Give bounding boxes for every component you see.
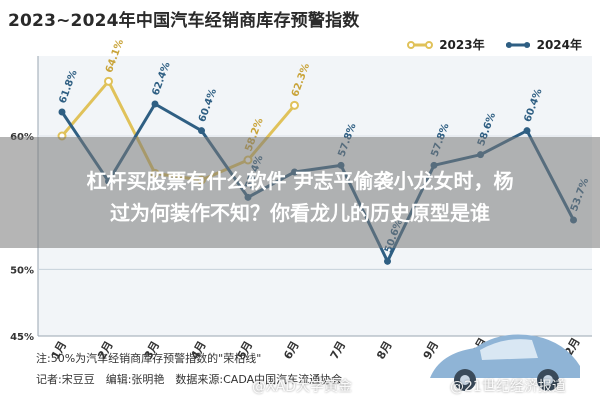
overlay-text: 杠杆买股票有什么软件 尹志平偷袭小龙女时，杨 过为何装作不知？你看龙儿的历史原型… [0, 165, 600, 229]
x-tick-label: 7月 [328, 339, 349, 362]
legend-item-2024: 2024年 [505, 36, 582, 53]
y-tick-label: 50% [10, 265, 34, 276]
overlay-banner [0, 137, 600, 248]
watermark-right: @21世纪经济报道 [450, 379, 566, 395]
data-point-2024 [198, 127, 205, 135]
x-tick-label: 8月 [374, 339, 395, 362]
legend-swatch-2024 [505, 41, 530, 48]
x-tick-label: 6月 [281, 339, 302, 362]
data-point-2024 [523, 127, 531, 135]
legend: 2023年 2024年 [407, 36, 582, 53]
overlay-line-1: 杠杆买股票有什么软件 尹志平偷袭小龙女时，杨 [86, 169, 514, 193]
car-illustration [430, 334, 580, 391]
data-point-2023 [290, 100, 299, 110]
footer-note: 注:50%为汽车经销商库存预警指数的"荣枯线" [36, 352, 262, 365]
data-point-2024 [58, 108, 66, 116]
legend-label-2023: 2023年 [439, 38, 485, 52]
y-tick-label: 45% [10, 332, 34, 343]
data-point-2024 [384, 257, 391, 265]
footer-credit: 记者:宋豆豆 编辑:张明艳 数据来源:CADA中国汽车流通协会 [36, 373, 343, 386]
overlay-line-2: 过为何装作不知？你看龙儿的历史原型是谁 [110, 201, 490, 225]
legend-label-2024: 2024年 [536, 38, 582, 52]
legend-item-2023: 2023年 [407, 36, 485, 53]
data-point-2024 [151, 100, 159, 108]
watermark-left: @XAD大学黄金 [252, 379, 352, 395]
chart-title: 2023~2024年中国汽车经销商库存预警指数 [8, 11, 360, 31]
legend-swatch-2023 [407, 40, 434, 49]
data-point-2023 [104, 76, 113, 86]
